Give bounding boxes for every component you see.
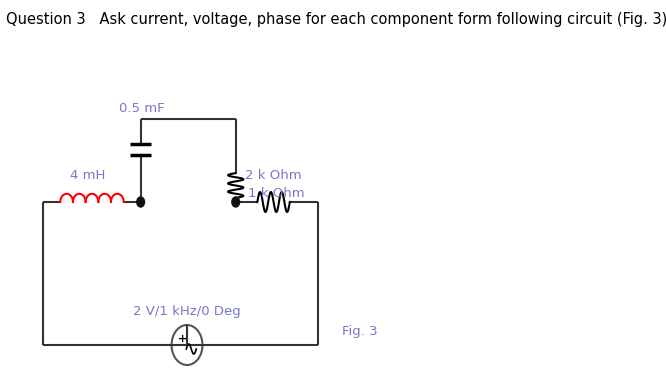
Text: +: + <box>178 334 187 344</box>
Text: 0.5 mF: 0.5 mF <box>119 102 165 115</box>
Text: 4 mH: 4 mH <box>70 169 105 182</box>
Text: 2 V/1 kHz/0 Deg: 2 V/1 kHz/0 Deg <box>133 305 241 318</box>
Circle shape <box>232 197 240 207</box>
Text: 1 k Ohm: 1 k Ohm <box>248 187 305 200</box>
Circle shape <box>137 197 145 207</box>
Text: 2 k Ohm: 2 k Ohm <box>245 169 302 182</box>
Text: Fig. 3: Fig. 3 <box>342 325 377 339</box>
Text: Question 3   Ask current, voltage, phase for each component form following circu: Question 3 Ask current, voltage, phase f… <box>6 12 666 27</box>
